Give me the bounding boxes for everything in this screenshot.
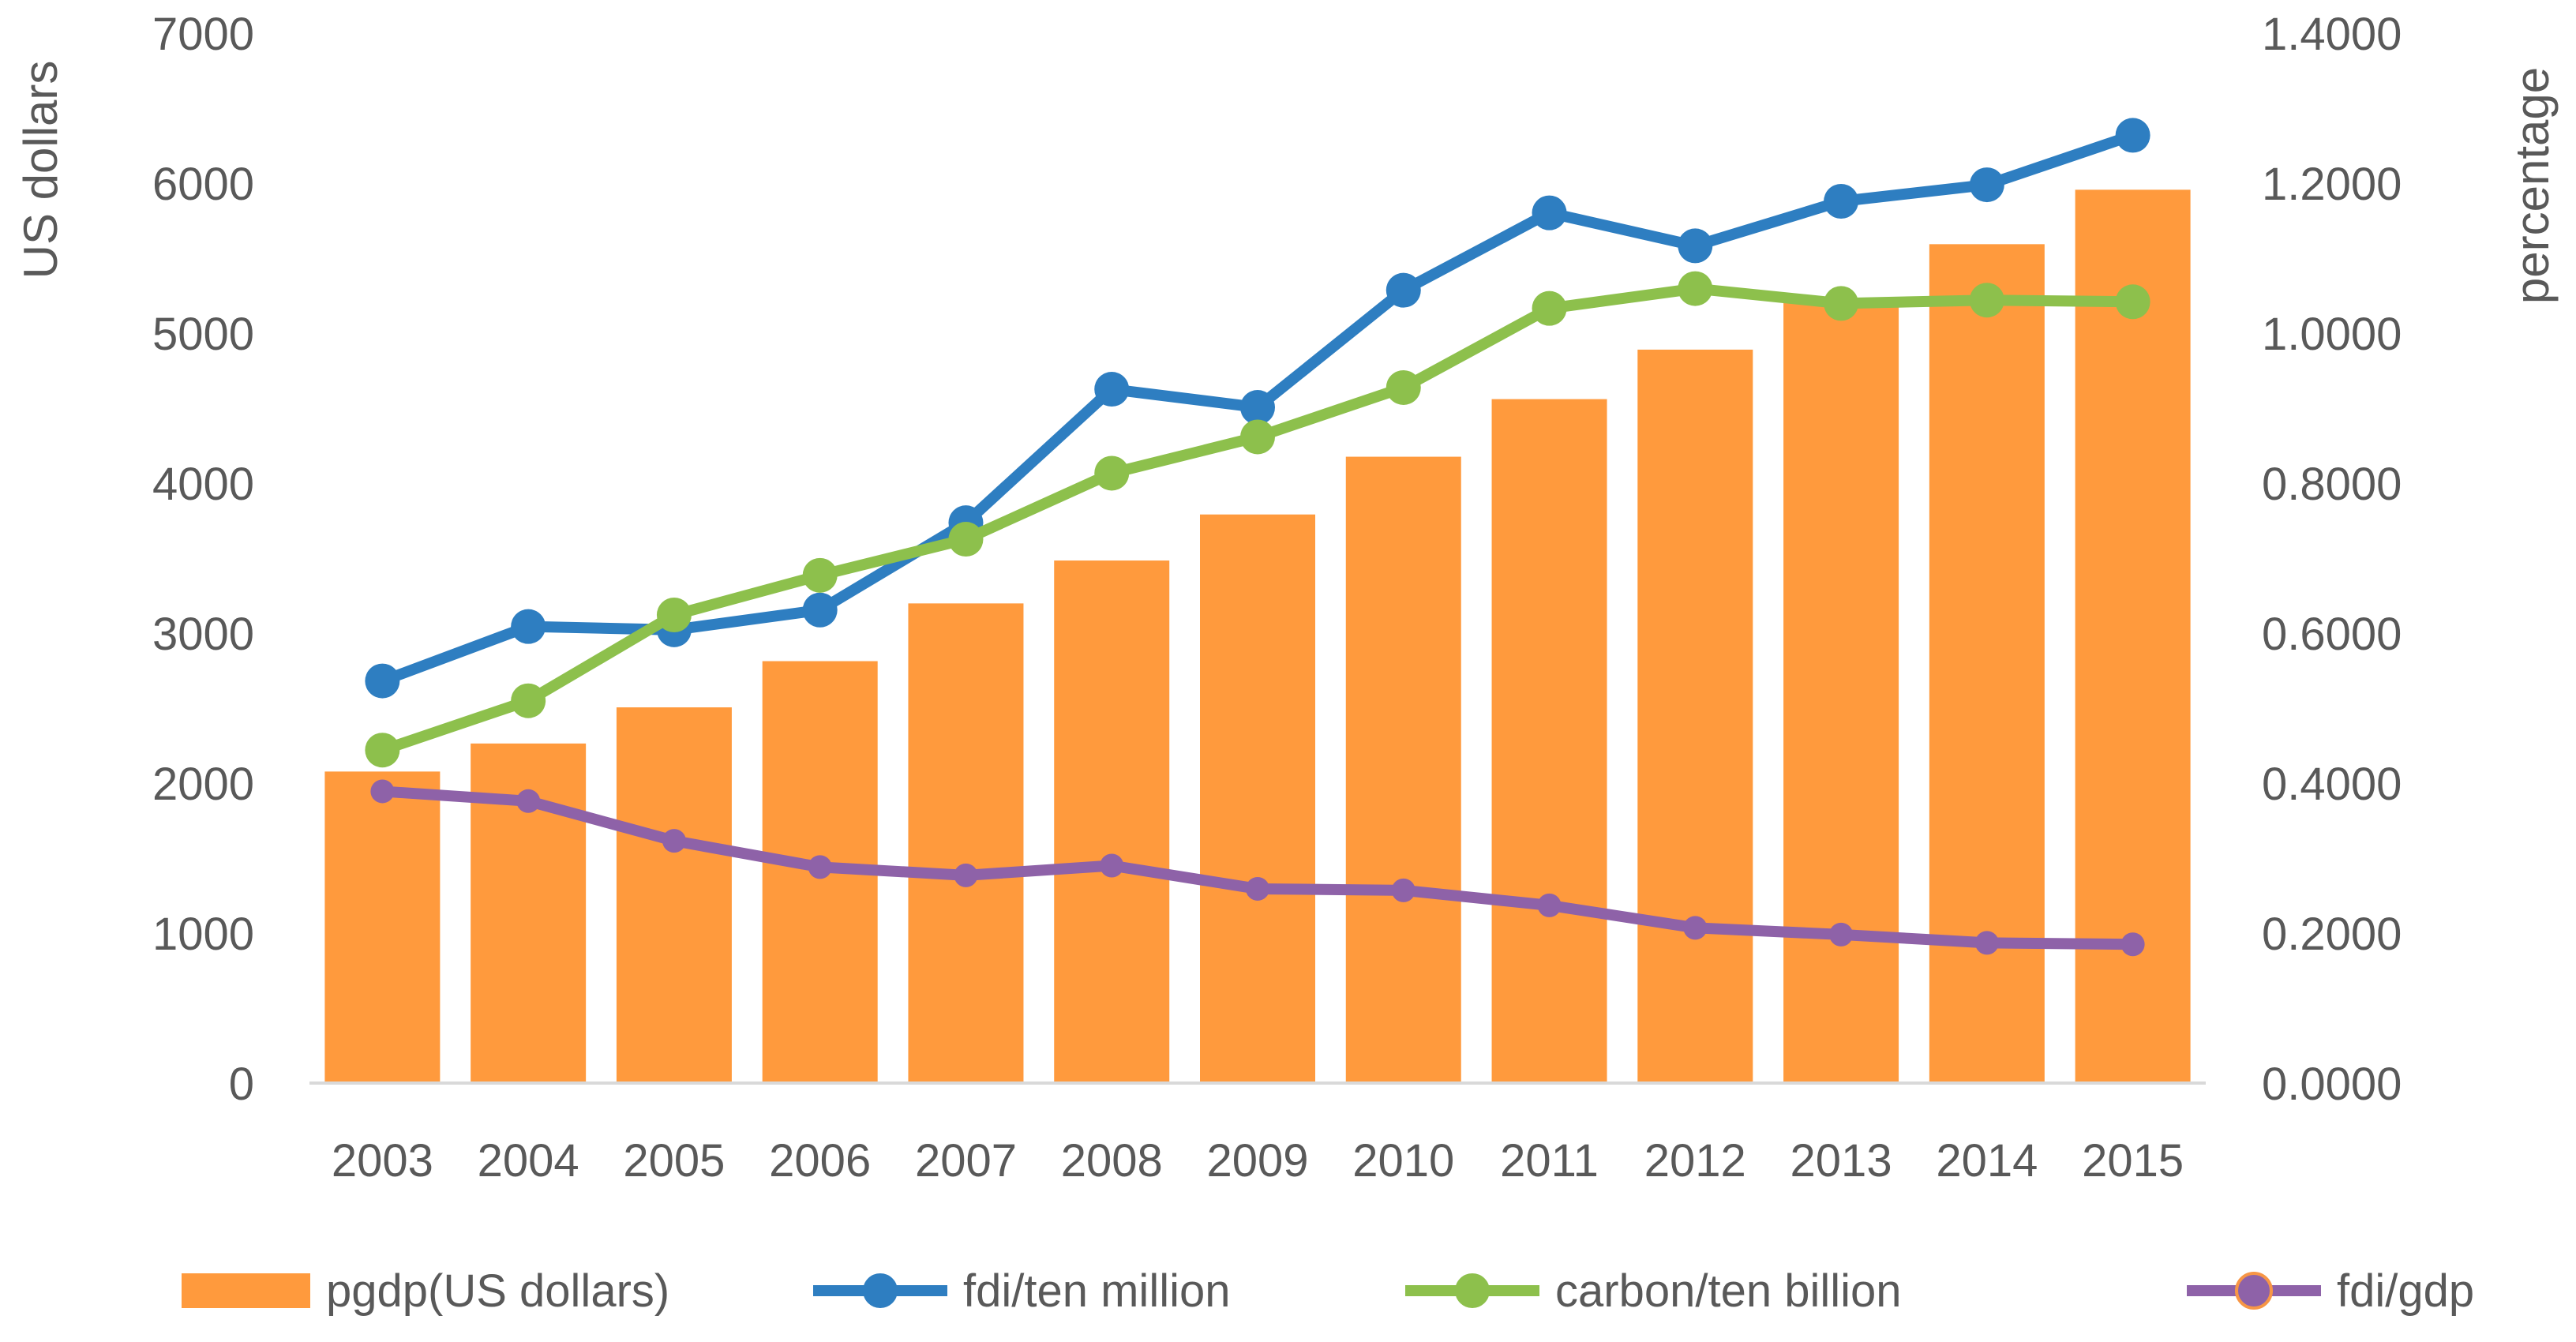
data-point-2011 — [1532, 195, 1567, 231]
x-tick-label: 2004 — [478, 1135, 579, 1186]
x-tick-label: 2011 — [1500, 1135, 1599, 1186]
left-tick-label: 1000 — [152, 909, 254, 960]
legend: pgdp(US dollars) fdi/ten million carbon/te… — [182, 1265, 2474, 1317]
line-series-group — [365, 118, 2150, 957]
line-series-fdi-gdp — [370, 779, 2145, 957]
data-point-2004 — [511, 683, 546, 718]
legend-swatch-marker — [863, 1273, 898, 1308]
x-tick-label: 2010 — [1352, 1135, 1454, 1186]
x-tick-label: 2008 — [1061, 1135, 1163, 1186]
bar-2005 — [616, 707, 732, 1083]
data-point-2008 — [1100, 853, 1124, 878]
left-tick-label: 6000 — [152, 159, 254, 210]
data-point-2014 — [1969, 167, 2004, 203]
right-tick-label: 1.4000 — [2262, 9, 2402, 60]
left-tick-label: 7000 — [152, 9, 254, 60]
data-point-2012 — [1683, 916, 1708, 940]
data-point-2015 — [2115, 284, 2150, 320]
legend-swatch-marker — [2235, 1272, 2273, 1310]
data-point-2010 — [1391, 878, 1415, 902]
data-point-2003 — [365, 733, 400, 768]
bar-series-pgdp — [324, 189, 2191, 1084]
legend-swatch-marker — [1455, 1273, 1490, 1308]
x-tick-label: 2012 — [1644, 1135, 1746, 1186]
data-point-2013 — [1824, 286, 1859, 321]
data-point-2010 — [1385, 369, 1421, 405]
data-point-2014 — [1969, 283, 2004, 318]
right-tick-label: 0.2000 — [2262, 909, 2402, 960]
left-axis-title: US dollars — [14, 61, 67, 279]
legend-label: fdi/ten million — [963, 1265, 1230, 1317]
left-y-tick-labels: 0 1000 2000 3000 4000 5000 6000 7000 — [152, 9, 254, 1110]
bar-2003 — [324, 771, 441, 1083]
data-point-2011 — [1537, 893, 1562, 917]
legend-item: fdi/gdp — [2187, 1265, 2474, 1317]
right-y-tick-labels: 0.0000 0.2000 0.4000 0.6000 0.8000 1.0000 1.20… — [2262, 9, 2402, 1110]
data-point-2009 — [1246, 876, 1269, 901]
bar-2014 — [1929, 244, 2045, 1084]
left-tick-label: 0 — [229, 1059, 254, 1110]
bar-2009 — [1200, 514, 1315, 1083]
data-point-2003 — [365, 663, 400, 699]
data-point-2006 — [802, 557, 838, 593]
data-point-2009 — [1240, 390, 1275, 425]
x-tick-label: 2007 — [915, 1135, 1017, 1186]
right-tick-label: 0.0000 — [2262, 1059, 2402, 1110]
left-tick-label: 4000 — [152, 459, 254, 510]
right-axis-title: percentage — [2506, 67, 2559, 304]
data-point-2003 — [370, 779, 395, 804]
bar-2011 — [1491, 399, 1607, 1084]
right-tick-label: 0.6000 — [2262, 609, 2402, 660]
right-tick-label: 0.8000 — [2262, 459, 2402, 510]
right-tick-label: 0.4000 — [2262, 759, 2402, 810]
legend-item: fdi/ten million — [813, 1265, 1230, 1317]
legend-item: pgdp(US dollars) — [182, 1265, 669, 1317]
data-point-2008 — [1094, 372, 1130, 407]
x-tick-label: 2013 — [1790, 1135, 1892, 1186]
data-point-2009 — [1240, 419, 1275, 455]
legend-item: carbon/ten billion — [1405, 1265, 1902, 1317]
legend-label: fdi/gdp — [2337, 1265, 2474, 1317]
bar-2012 — [1637, 349, 1753, 1083]
legend-label: carbon/ten billion — [1555, 1265, 1902, 1317]
data-point-2013 — [1829, 922, 1854, 947]
left-tick-label: 2000 — [152, 759, 254, 810]
x-tick-label: 2006 — [769, 1135, 871, 1186]
data-point-2012 — [1678, 271, 1713, 306]
data-point-2012 — [1678, 228, 1713, 264]
data-point-2006 — [808, 855, 832, 879]
data-point-2013 — [1824, 183, 1859, 219]
data-point-2008 — [1094, 455, 1130, 491]
bar-2013 — [1783, 300, 1899, 1083]
data-point-2004 — [516, 789, 541, 813]
x-tick-label: 2015 — [2082, 1135, 2184, 1186]
data-point-2006 — [802, 592, 838, 628]
left-tick-label: 5000 — [152, 309, 254, 360]
data-point-2004 — [511, 609, 546, 644]
legend-label: pgdp(US dollars) — [326, 1265, 669, 1317]
data-point-2011 — [1532, 291, 1567, 326]
data-point-2005 — [656, 598, 692, 633]
data-point-2015 — [2120, 932, 2145, 957]
x-tick-label: 2014 — [1936, 1135, 2038, 1186]
data-point-2015 — [2115, 118, 2150, 153]
data-point-2014 — [1974, 931, 1999, 955]
x-tick-labels: 2003 2004 2005 2006 2007 2008 2009 2010 2011 2012… — [332, 1135, 2184, 1186]
x-tick-label: 2003 — [332, 1135, 433, 1186]
left-tick-label: 3000 — [152, 609, 254, 660]
legend-swatch — [182, 1273, 310, 1308]
right-tick-label: 1.2000 — [2262, 159, 2402, 210]
data-point-2007 — [948, 522, 984, 557]
x-tick-label: 2009 — [1206, 1135, 1308, 1186]
bar-2008 — [1054, 560, 1170, 1083]
line-series-carbon-ten-billion — [365, 271, 2150, 768]
bar-2007 — [908, 603, 1024, 1083]
right-tick-label: 1.0000 — [2262, 309, 2402, 360]
data-point-2007 — [954, 863, 978, 887]
data-point-2010 — [1385, 272, 1421, 308]
x-tick-label: 2005 — [623, 1135, 725, 1186]
bar-2010 — [1345, 456, 1461, 1083]
data-point-2005 — [662, 829, 686, 853]
